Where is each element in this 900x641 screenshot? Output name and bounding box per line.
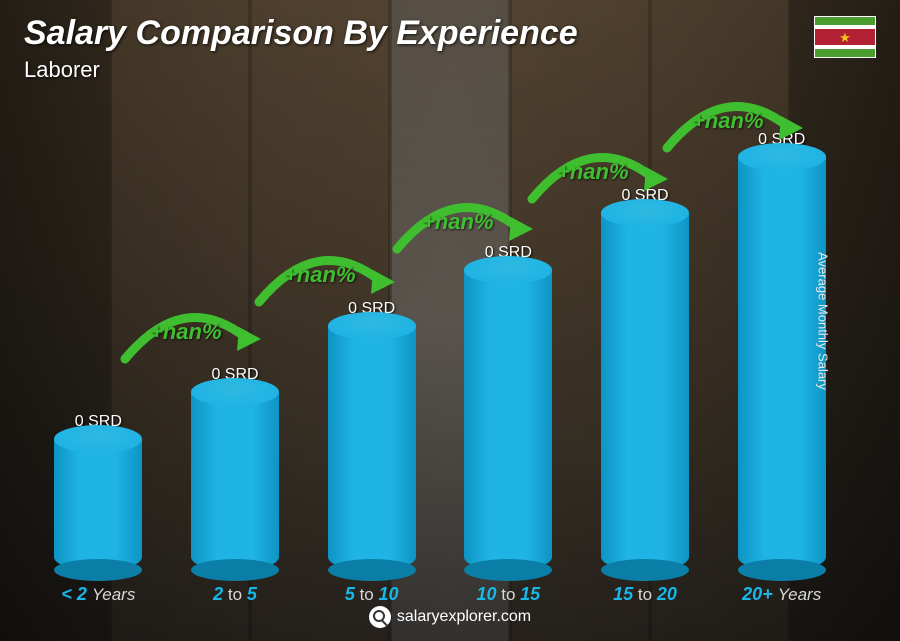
chart-subtitle: Laborer <box>24 57 578 83</box>
country-flag-suriname: ★ <box>814 16 876 58</box>
y-axis-label: Average Monthly Salary <box>816 252 831 390</box>
increase-label: +nan% <box>284 262 356 288</box>
x-axis: < 2 Years2 to 55 to 1010 to 1515 to 2020… <box>30 584 850 605</box>
bar <box>738 157 826 571</box>
increase-label: +nan% <box>422 209 494 235</box>
magnifier-icon <box>369 606 391 628</box>
increase-label: +nan% <box>150 319 222 345</box>
increase-label: +nan% <box>692 108 764 134</box>
bar-group: 0 SRD <box>303 100 440 571</box>
x-axis-label: 15 to 20 <box>577 584 714 605</box>
footer: salaryexplorer.com <box>0 606 900 633</box>
x-axis-label: 20+ Years <box>713 584 850 605</box>
bar <box>191 392 279 571</box>
bar <box>54 439 142 571</box>
chart-title: Salary Comparison By Experience <box>24 14 578 53</box>
bar-chart: 0 SRD0 SRD0 SRD0 SRD0 SRD0 SRD +nan%+nan… <box>30 100 850 571</box>
footer-site: salaryexplorer.com <box>397 608 531 626</box>
flag-star-icon: ★ <box>839 31 851 44</box>
bar <box>328 326 416 571</box>
chart-header: Salary Comparison By Experience Laborer <box>24 14 578 83</box>
bar <box>601 213 689 571</box>
x-axis-label: 5 to 10 <box>303 584 440 605</box>
x-axis-label: 10 to 15 <box>440 584 577 605</box>
increase-label: +nan% <box>557 159 629 185</box>
x-axis-label: 2 to 5 <box>167 584 304 605</box>
bar <box>464 270 552 571</box>
x-axis-label: < 2 Years <box>30 584 167 605</box>
